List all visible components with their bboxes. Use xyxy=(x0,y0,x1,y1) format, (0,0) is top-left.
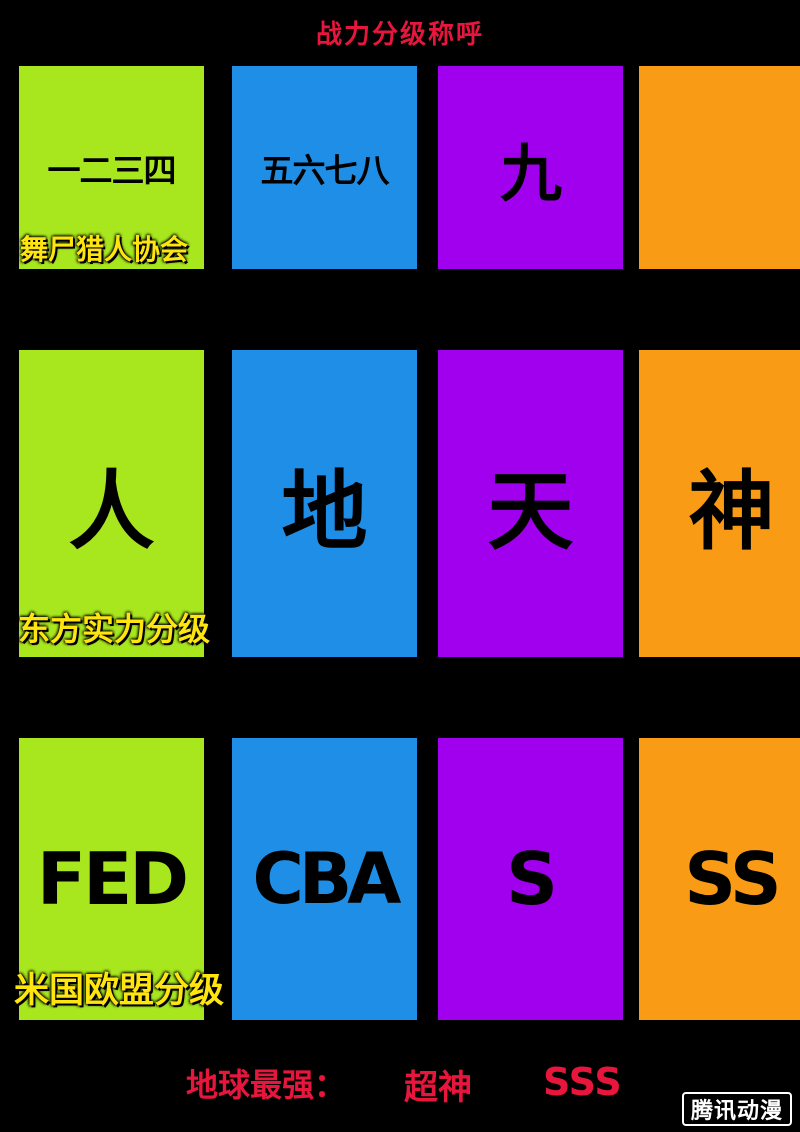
row3-orange-text: SS xyxy=(684,837,781,921)
row1-green-block: 一二三四 xyxy=(19,66,204,269)
row2-green-block: 人 xyxy=(19,350,204,657)
row2-orange-block: 神 xyxy=(639,350,800,657)
row3-green-block: FED xyxy=(19,738,204,1020)
row3-purple-text: S xyxy=(506,837,558,921)
row1-purple-text: 九 xyxy=(499,136,562,210)
row1-label: 舞尸猎人协会 xyxy=(20,233,189,266)
row1-purple-block: 九 xyxy=(438,66,623,269)
row3-blue-text: CBA xyxy=(252,838,402,920)
page-title: 战力分级称呼 xyxy=(315,20,484,50)
row3-orange-block: SS xyxy=(639,738,800,1020)
row2-purple-text: 天 xyxy=(487,462,574,562)
row1-green-text: 一二三四 xyxy=(47,150,177,190)
row1-blue-text: 五六七八 xyxy=(260,150,390,190)
row1-orange-block xyxy=(639,66,800,269)
bottom-value-chaoshen: 超神 xyxy=(404,1068,472,1108)
bottom-value-sss: SSS xyxy=(543,1060,622,1104)
row2-blue-text: 地 xyxy=(281,462,368,562)
row3-purple-block: S xyxy=(438,738,623,1020)
bottom-label: 地球最强： xyxy=(186,1066,347,1104)
row2-orange-text: 神 xyxy=(688,462,775,562)
row2-label: 东方实力分级 xyxy=(18,610,211,648)
row1-blue-block: 五六七八 xyxy=(232,66,417,269)
row2-purple-block: 天 xyxy=(438,350,623,657)
watermark-logo: 腾讯动漫 xyxy=(682,1092,792,1126)
row3-label: 米国欧盟分级 xyxy=(14,971,225,1011)
row2-blue-block: 地 xyxy=(232,350,417,657)
row2-green-text: 人 xyxy=(68,462,155,562)
row3-green-text: FED xyxy=(36,837,189,921)
row3-blue-block: CBA xyxy=(232,738,417,1020)
